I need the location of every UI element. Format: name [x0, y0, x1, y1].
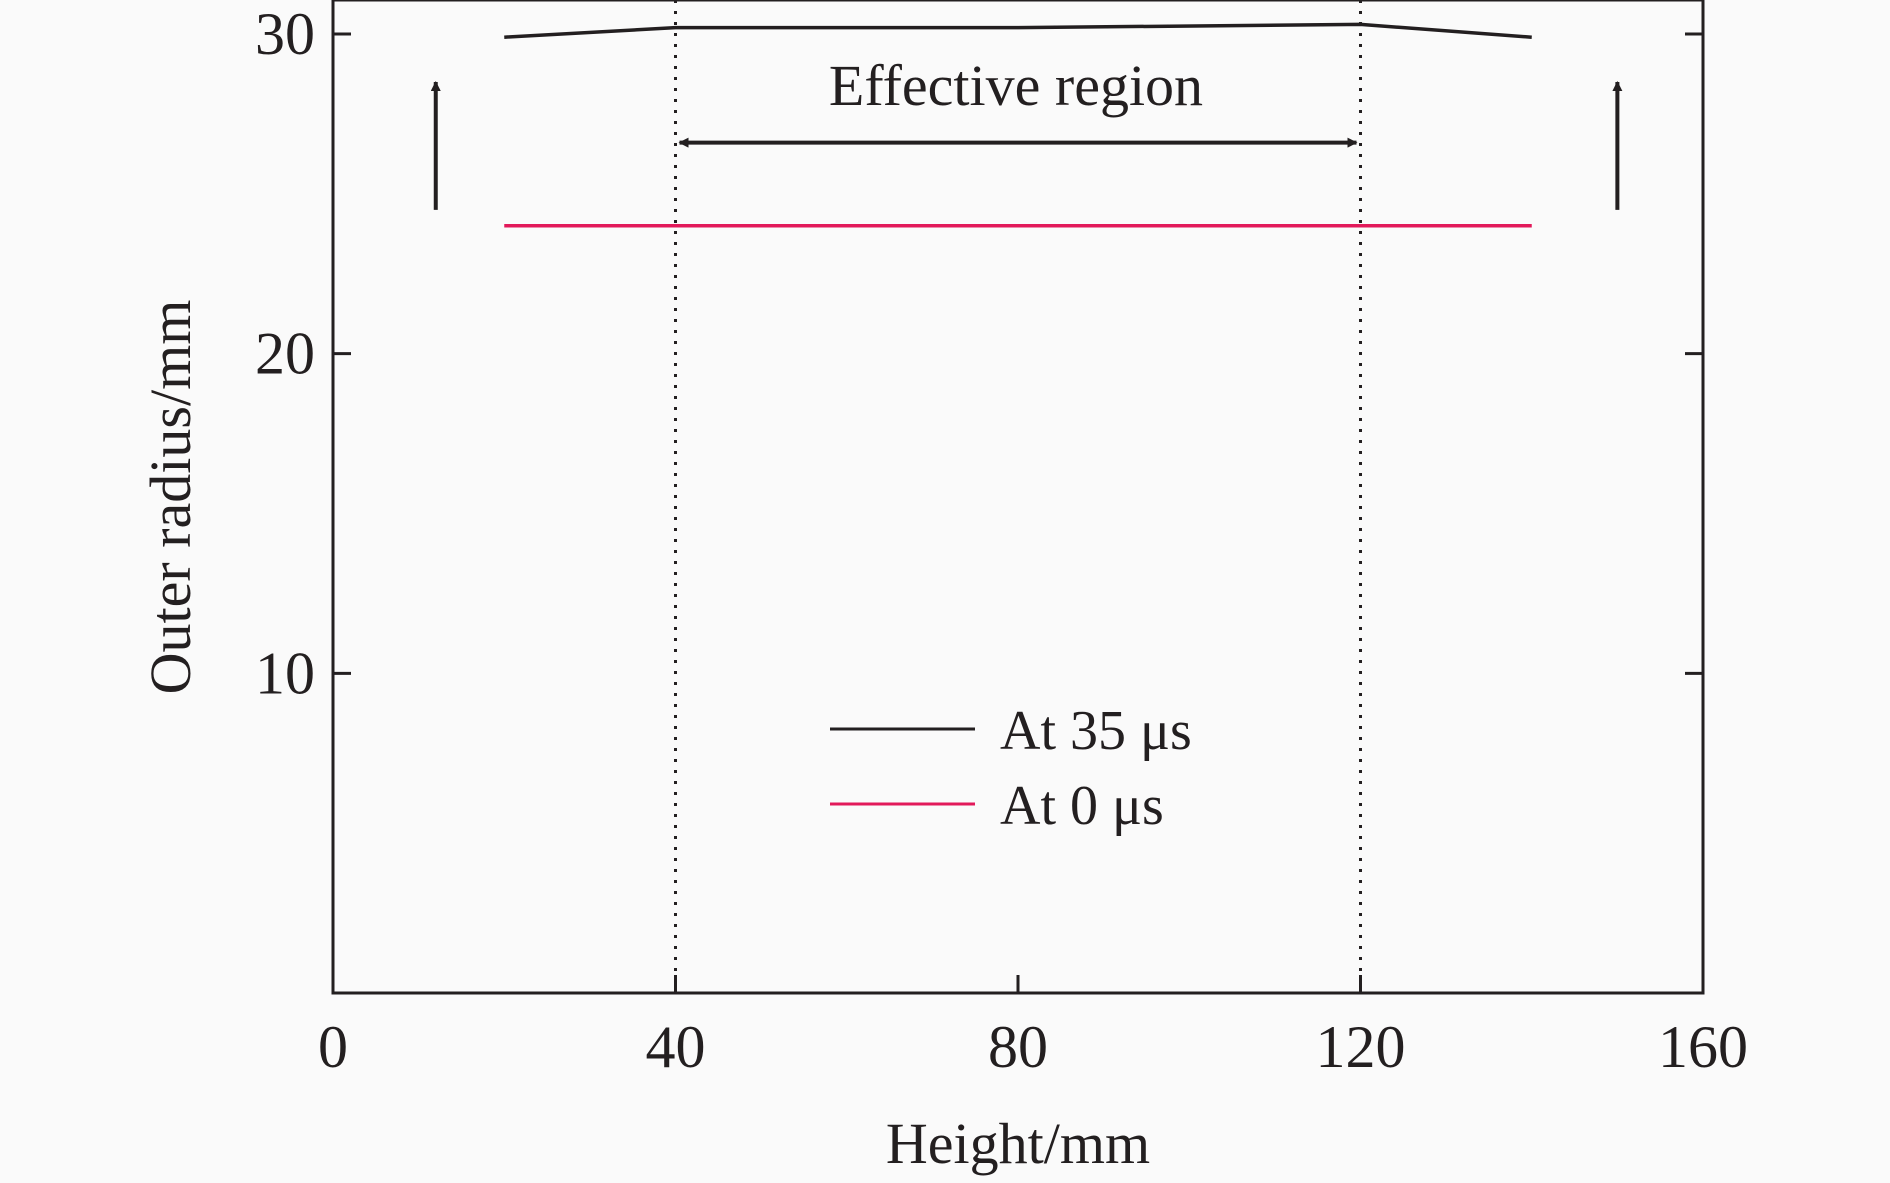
y-axis-title: Outer radius/mm: [138, 300, 203, 695]
legend-label-at-35us: At 35 μs: [1000, 700, 1192, 762]
ticks-layer: 0 40 80 120 160 10 20 30: [255, 1, 1748, 1080]
x-tick-label-120: 120: [1316, 1014, 1406, 1080]
y-tick-label-30: 30: [255, 1, 315, 67]
series-layer: [504, 22, 1532, 228]
y-tick-label-20: 20: [255, 321, 315, 387]
x-tick-label-0: 0: [318, 1014, 348, 1080]
x-tick-label-40: 40: [646, 1014, 706, 1080]
plot-frame: [331, 0, 1705, 995]
series-line-0: [504, 22, 1532, 39]
effective-region-layer: [430, 0, 1623, 993]
x-axis-title: Height/mm: [886, 1111, 1150, 1176]
legend: At 35 μs At 0 μs: [830, 700, 1192, 837]
y-tick-label-10: 10: [255, 640, 315, 706]
effective-region-label: Effective region: [829, 53, 1203, 118]
x-tick-label-160: 160: [1658, 1014, 1748, 1080]
legend-label-at-0us: At 0 μs: [1000, 775, 1164, 837]
x-tick-label-80: 80: [988, 1014, 1048, 1080]
